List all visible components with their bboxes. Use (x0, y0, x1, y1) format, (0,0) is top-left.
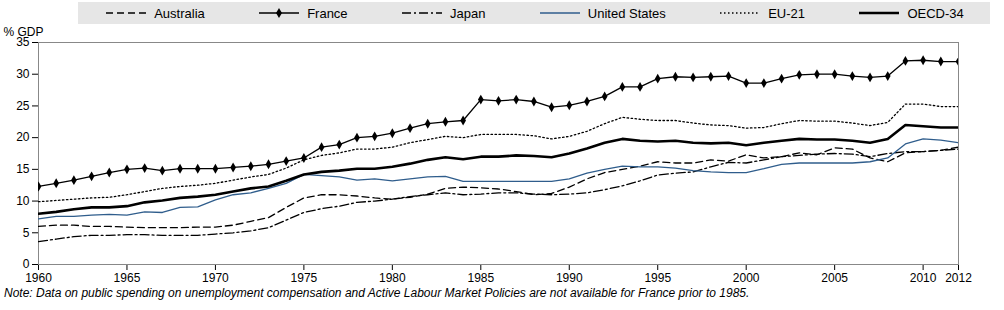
svg-text:1995: 1995 (644, 271, 671, 285)
svg-text:1985: 1985 (467, 271, 494, 285)
svg-text:30: 30 (16, 67, 30, 81)
svg-text:2010: 2010 (910, 271, 937, 285)
svg-text:1975: 1975 (291, 271, 318, 285)
html-text:OECD-34: OECD-34 (907, 5, 964, 21)
html-text:Australia: Australia (154, 5, 205, 21)
svg-text:1960: 1960 (25, 271, 52, 285)
svg-text:1965: 1965 (114, 271, 141, 285)
svg-text:2000: 2000 (733, 271, 760, 285)
svg-text:35: 35 (16, 35, 30, 50)
html-text:Japan: Japan (450, 5, 486, 21)
svg-text:5: 5 (23, 226, 30, 240)
svg-text:10: 10 (16, 194, 30, 208)
html-text:France: France (307, 5, 348, 21)
svg-text:15: 15 (16, 162, 30, 176)
svg-text:25: 25 (16, 99, 30, 113)
svg-text:1970: 1970 (202, 271, 229, 285)
html-text:United States: United States (587, 5, 666, 21)
svg-text:0: 0 (23, 257, 30, 271)
html-text:EU-21: EU-21 (768, 5, 806, 21)
svg-text:% GDP: % GDP (4, 25, 44, 39)
svg-text:2005: 2005 (821, 271, 848, 285)
svg-text:1980: 1980 (379, 271, 406, 285)
svg-text:2012: 2012 (945, 271, 972, 285)
svg-text:1990: 1990 (556, 271, 583, 285)
html-text:Note: Data on public spending: Note: Data on public spending on unemplo… (4, 286, 750, 300)
svg-text:20: 20 (16, 130, 30, 144)
